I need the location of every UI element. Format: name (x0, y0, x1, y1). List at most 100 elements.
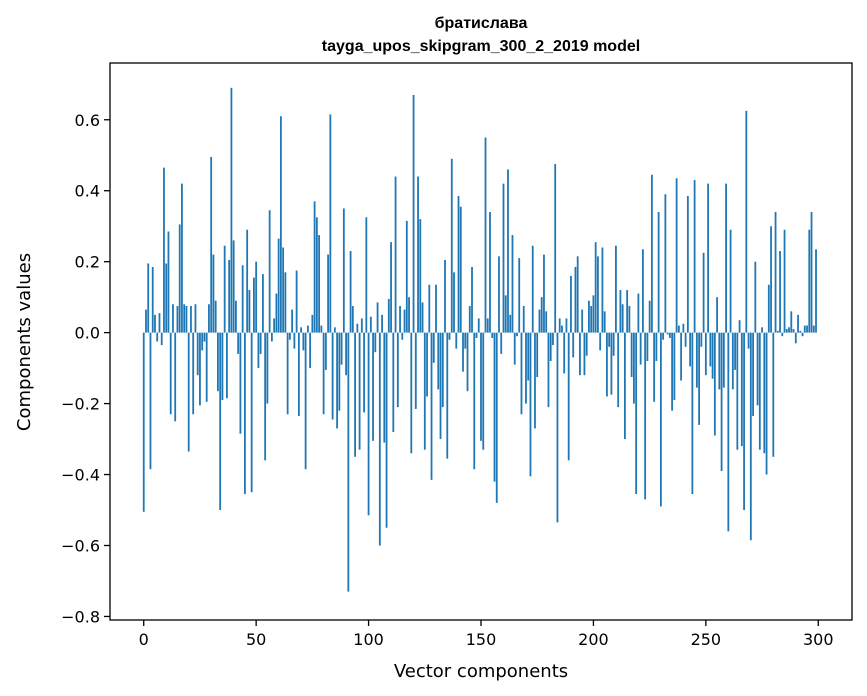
bar (603, 311, 606, 333)
bar (273, 318, 276, 333)
bar (592, 295, 595, 333)
bar (221, 332, 224, 401)
bar (628, 306, 631, 333)
bar (403, 309, 406, 333)
bar (232, 240, 235, 333)
bar (178, 224, 181, 333)
bar (567, 332, 570, 461)
bar (142, 332, 145, 512)
y-tick-label: −0.6 (61, 536, 100, 555)
bar (565, 318, 568, 333)
bar (736, 332, 739, 450)
bar (259, 332, 262, 354)
bar (347, 332, 350, 592)
bar (482, 332, 485, 450)
bar (392, 332, 395, 432)
bar (534, 332, 536, 429)
bar (457, 196, 460, 333)
bar (635, 332, 638, 495)
x-tick-label: 50 (246, 630, 266, 649)
x-axis-label: Vector components (394, 661, 568, 682)
bar (291, 309, 294, 333)
bar (610, 332, 613, 395)
bar (412, 94, 415, 333)
bar (284, 272, 287, 333)
bar (792, 329, 795, 333)
bar (743, 332, 745, 511)
bar (421, 302, 424, 333)
bar (653, 332, 656, 402)
bar (556, 332, 559, 523)
bar (558, 318, 561, 333)
bar (716, 297, 718, 333)
bar (441, 332, 444, 408)
bar (374, 332, 377, 353)
bar (657, 212, 660, 333)
bar (455, 332, 458, 349)
bar (644, 332, 647, 500)
bar (385, 332, 388, 528)
bar (329, 114, 332, 333)
bar (367, 332, 370, 516)
bar (196, 332, 199, 376)
bar (324, 332, 327, 370)
bar (151, 267, 154, 333)
bar (803, 325, 806, 333)
bar (783, 229, 786, 333)
bar (767, 284, 770, 333)
bar (691, 332, 694, 495)
bar (700, 332, 703, 347)
bar (160, 332, 163, 346)
bar (390, 242, 392, 333)
bar (576, 256, 579, 333)
bar (707, 183, 709, 333)
bar (655, 332, 658, 362)
bar (356, 323, 359, 333)
bar (552, 332, 554, 346)
bar (639, 332, 642, 365)
x-tick-label: 250 (691, 630, 722, 649)
bar (799, 330, 802, 333)
bar (495, 332, 498, 503)
bar (190, 306, 192, 333)
bar (693, 180, 696, 333)
chart-title: братислава (435, 15, 528, 32)
y-tick-label: 0.2 (75, 253, 100, 272)
bar (208, 304, 210, 333)
bar (772, 332, 775, 457)
bar (423, 332, 426, 450)
y-tick-label: −0.4 (61, 466, 100, 485)
bar (444, 259, 446, 333)
bar (659, 332, 662, 507)
x-tick-label: 150 (466, 630, 497, 649)
y-axis-label: Components values (14, 253, 35, 431)
bar (205, 332, 208, 402)
bar (300, 327, 303, 333)
bar (677, 325, 680, 333)
bar (230, 87, 233, 333)
bar (756, 332, 759, 406)
bar (255, 261, 258, 333)
bar (282, 247, 285, 333)
bar (286, 332, 289, 415)
bar (734, 332, 736, 370)
bar (158, 313, 161, 333)
bar (428, 284, 431, 333)
bar (731, 332, 734, 390)
bar (446, 332, 449, 459)
bar (702, 252, 705, 333)
bar (779, 251, 781, 333)
bar (270, 332, 273, 342)
bar (758, 332, 761, 450)
bar (381, 314, 383, 333)
bar (601, 247, 604, 333)
bar (279, 116, 282, 333)
bar (626, 290, 629, 333)
bar (172, 304, 174, 333)
bar (641, 249, 644, 333)
bar (531, 245, 534, 333)
bar (187, 332, 190, 452)
bar (468, 306, 471, 333)
bar (812, 325, 815, 333)
